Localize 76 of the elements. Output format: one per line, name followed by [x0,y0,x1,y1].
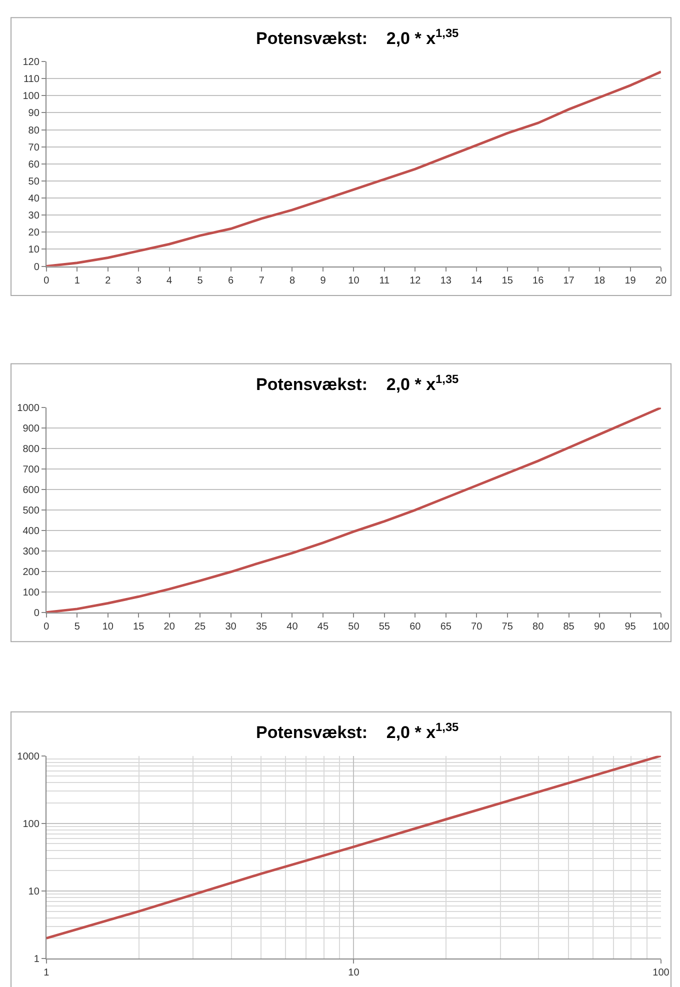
y-tick-label: 70 [28,142,40,154]
y-tick-label: 800 [22,444,40,456]
x-tick-label: 10 [102,621,114,632]
x-tick-label: 15 [133,621,145,632]
x-tick-label: 0 [44,275,50,286]
y-tick-label: 100 [22,818,40,830]
x-tick-label: 17 [563,275,575,286]
x-tick-label: 45 [317,621,329,632]
x-tick-label: 5 [197,275,204,286]
x-tick-label: 80 [532,621,544,632]
y-tick-label: 10 [28,886,40,898]
x-tick-label: 15 [502,275,514,286]
x-tick-label: 13 [440,275,452,286]
y-tick-label: 0 [34,608,40,619]
x-tick-label: 90 [594,621,606,632]
y-tick-label: 200 [22,566,40,578]
y-tick-label: 1 [34,954,40,966]
y-tick-label: 60 [28,159,40,170]
y-tick-label: 110 [23,74,40,86]
x-tick-label: 16 [532,275,544,286]
x-tick-label: 19 [624,275,636,286]
x-tick-label: 100 [652,968,670,979]
y-tick-label: 40 [28,194,40,205]
x-tick-label: 95 [624,621,636,632]
x-tick-label: 70 [471,621,483,632]
x-tick-label: 25 [194,621,206,632]
y-tick-label: 1000 [17,751,40,762]
x-tick-label: 7 [258,275,265,286]
x-tick-label: 60 [410,621,422,632]
x-tick-label: 1 [44,968,50,979]
x-tick-label: 18 [594,275,606,286]
x-tick-label: 35 [256,621,268,632]
x-tick-label: 75 [502,621,514,632]
x-tick-label: 55 [378,621,390,632]
x-tick-label: 9 [320,275,326,286]
y-tick-label: 100 [22,587,40,598]
y-tick-label: 0 [34,262,40,273]
y-tick-label: 80 [28,125,40,136]
y-tick-label: 900 [22,424,40,435]
x-tick-label: 0 [44,621,50,632]
y-tick-label: 90 [28,108,40,120]
y-tick-label: 500 [22,506,40,517]
y-tick-label: 30 [28,210,40,222]
y-tick-label: 20 [28,228,40,239]
x-tick-label: 10 [348,968,360,979]
x-tick-label: 5 [74,621,80,632]
x-tick-label: 30 [225,621,237,632]
y-tick-label: 300 [22,546,40,558]
x-tick-label: 65 [440,621,452,632]
x-tick-label: 3 [136,275,142,286]
x-tick-label: 2 [105,275,112,286]
y-tick-label: 50 [28,176,40,188]
x-tick-label: 85 [563,621,575,632]
y-tick-label: 600 [22,485,40,496]
chart-title: Potensvækst: 2,0 * x$^{1,35}$ [256,26,460,48]
x-tick-label: 20 [164,621,176,632]
chart-title: Potensvækst: 2,0 * x$^{1,35}$ [256,720,460,742]
x-tick-label: 11 [379,275,390,286]
y-tick-label: 1000 [17,403,40,414]
x-tick-label: 100 [652,621,670,632]
y-tick-label: 100 [22,91,40,102]
x-tick-label: 4 [166,275,173,286]
y-tick-label: 700 [22,464,40,476]
x-tick-label: 8 [289,275,296,286]
y-tick-label: 120 [22,57,40,68]
x-tick-label: 12 [410,275,422,286]
x-tick-label: 14 [471,275,483,286]
x-tick-label: 6 [228,275,234,286]
chart-title: Potensvækst: 2,0 * x$^{1,35}$ [256,372,460,394]
x-tick-label: 20 [655,275,667,286]
x-tick-label: 1 [74,275,80,286]
y-tick-label: 10 [28,244,40,256]
x-tick-label: 10 [348,275,360,286]
x-tick-label: 40 [286,621,298,632]
y-tick-label: 400 [22,526,40,538]
x-tick-label: 50 [348,621,360,632]
